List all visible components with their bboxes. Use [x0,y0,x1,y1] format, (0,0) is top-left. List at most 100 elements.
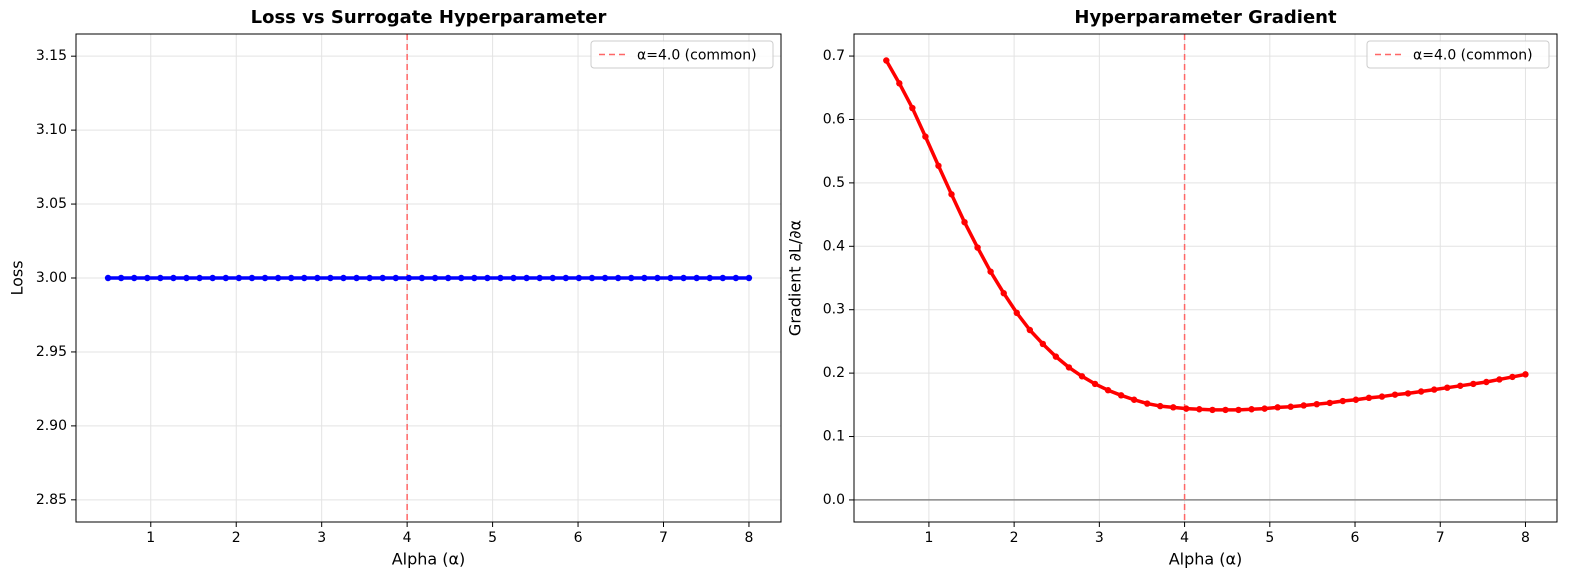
data-point [588,274,596,282]
x-tick-label: 3 [1095,530,1104,546]
x-tick-label: 2 [1010,530,1019,546]
data-point [732,274,740,282]
data-point [314,274,321,282]
data-point [948,191,955,198]
data-point [130,274,138,282]
data-point [1404,390,1412,397]
x-tick-label: 8 [1521,530,1530,546]
legend-box [590,40,774,69]
data-point [1509,373,1516,381]
data-point [614,274,622,282]
y-tick-label: 0.1 [823,429,845,445]
data-line [884,59,1526,412]
legend: α=4.0 (common) [1366,40,1550,69]
data-point [1457,382,1464,389]
data-point [392,274,399,282]
data-point [1391,391,1399,398]
data-point [680,274,687,282]
y-tick-label: 3.10 [36,122,67,138]
data-point [1222,406,1229,414]
data-point [484,274,491,282]
data-point [144,274,151,282]
data-point [497,274,504,282]
data-point [1248,406,1255,413]
data-point [1039,340,1047,348]
data-point [1352,396,1360,403]
data-point [170,274,177,282]
data-point [287,274,295,282]
y-tick-label: 2.90 [36,418,67,434]
data-point [117,274,125,282]
plot-frame [853,33,1558,523]
data-point [1365,394,1373,402]
y-axis-label: Loss [8,260,27,295]
data-point [1522,371,1529,378]
data-point [523,274,530,282]
x-tick-label: 1 [924,530,933,546]
data-point [1130,396,1138,403]
data-point [458,274,465,282]
y-tick-label: 0.3 [823,302,845,318]
y-tick-label: 0.4 [823,238,845,254]
data-point [961,218,968,226]
data-point [274,274,282,282]
data-point [1183,405,1190,412]
data-point [1209,406,1216,414]
data-point [235,274,243,282]
data-point [987,268,994,275]
data-point [444,274,452,282]
data-point [922,133,929,140]
legend-box [1366,40,1550,69]
x-tick-label: 1 [146,530,155,546]
data-point [366,274,373,282]
chart-title: Hyperparameter Gradient [1074,7,1337,28]
data-point [935,162,942,169]
data-point [196,274,203,282]
data-point [418,274,426,282]
data-point [627,274,635,282]
data-point [575,274,583,282]
y-tick-label: 3.05 [36,196,67,212]
data-point [1117,392,1125,399]
data-point [1235,406,1242,414]
data-point [1196,406,1203,413]
data-point [1274,404,1281,411]
data-point [1444,384,1451,391]
data-point [353,274,360,282]
data-point [1483,378,1490,386]
data-point [301,274,308,282]
x-tick-label: 6 [1351,530,1360,546]
data-point [909,104,916,112]
data-point [706,274,713,282]
x-tick-label: 6 [574,530,583,546]
data-point [1300,402,1307,409]
data-point [693,274,700,282]
x-tick-label: 7 [1436,530,1445,546]
data-point [1000,290,1007,297]
y-tick-label: 0.0 [823,492,845,508]
data-point [1157,402,1164,410]
x-tick-label: 8 [744,530,753,546]
data-point [340,274,347,282]
x-tick-label: 4 [403,530,412,546]
data-point [209,274,216,282]
data-point [510,274,517,282]
data-point [1078,373,1086,380]
data-point [261,274,269,282]
data-point [183,274,190,282]
legend: α=4.0 (common) [590,40,774,69]
data-point [1013,309,1020,317]
x-tick-label: 5 [1265,530,1274,546]
data-point [601,274,609,282]
data-point [471,274,478,282]
data-point [562,274,570,282]
x-tick-label: 2 [232,530,241,546]
chart-title: Loss vs Surrogate Hyperparameter [251,7,607,28]
data-point [896,80,903,87]
x-tick-label: 7 [659,530,668,546]
data-point [379,274,386,282]
data-point [745,274,753,282]
data-point [883,57,890,64]
data-point [641,274,648,282]
